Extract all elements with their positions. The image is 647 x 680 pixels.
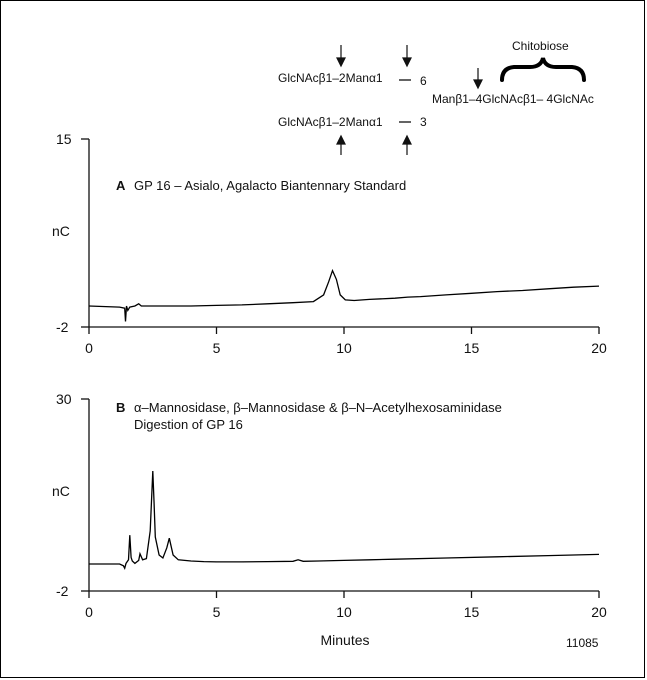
panel-b-trace — [89, 470, 600, 570]
panel-a-ymax-label: 15 — [56, 131, 72, 147]
panel-a-trace — [88, 268, 600, 322]
panel-a-x-tick-label: 10 — [336, 340, 352, 356]
panel-a-x-tick-label: 15 — [464, 340, 480, 356]
panel-b-x-tick-label: 15 — [464, 604, 480, 620]
panel-b-xlabel: Minutes — [320, 632, 369, 648]
panel-b-x-tick-label: 5 — [213, 604, 221, 620]
figure-id: 11085 — [566, 636, 599, 650]
panel-b-x-tick-label: 20 — [591, 604, 607, 620]
panel-b-title-line1: α–Mannosidase, β–Mannosidase & β–N–Acety… — [134, 400, 502, 415]
panel-b-x-tick-label: 0 — [85, 604, 93, 620]
panel-a-ymin-label: -2 — [56, 319, 69, 335]
branch6-residue: GlcNAcβ1–2Manα1 — [278, 71, 383, 85]
panel-a-title: GP 16 – Asialo, Agalacto Biantennary Sta… — [134, 178, 406, 193]
panel-b-x-tick-label: 10 — [336, 604, 352, 620]
branch3-link: 3 — [420, 115, 427, 129]
panel-a-letter: A — [116, 178, 126, 193]
core-residues: Manβ1–4GlcNAcβ1– 4GlcNAc — [432, 92, 594, 106]
chitobiose-brace — [500, 57, 586, 82]
panel-a-x-tick-label: 0 — [85, 340, 93, 356]
panel-b-letter: B — [116, 400, 125, 415]
panel-b-ylabel: nC — [52, 483, 70, 499]
glycan-structure: GlcNAcβ1–2Manα1 6 GlcNAcβ1–2Manα1 3 Manβ… — [278, 39, 594, 155]
chitobiose-label: Chitobiose — [512, 39, 569, 53]
panel-b-ymax-label: 30 — [56, 391, 72, 407]
branch6-link: 6 — [420, 74, 427, 88]
panel-b: 0 5 10 15 20 30 -2 nC B α–Mannosidase, β–Man… — [52, 391, 607, 648]
panel-a-x-tick-label: 5 — [213, 340, 221, 356]
panel-a-x-tick-label: 20 — [591, 340, 607, 356]
panel-b-ticks: 0 5 10 15 20 — [81, 398, 607, 620]
panel-b-ymin-label: -2 — [56, 583, 69, 599]
panel-b-title-line2: Digestion of GP 16 — [134, 417, 243, 432]
cleavage-arrows — [336, 45, 483, 155]
panel-a-ticks: 0 5 10 15 20 — [81, 138, 607, 356]
panel-a-ylabel: nC — [52, 223, 70, 239]
branch3-residue: GlcNAcβ1–2Manα1 — [278, 115, 383, 129]
panel-a: 0 5 10 15 20 15 -2 nC A GP 16 – Asialo, Agal… — [52, 131, 607, 356]
